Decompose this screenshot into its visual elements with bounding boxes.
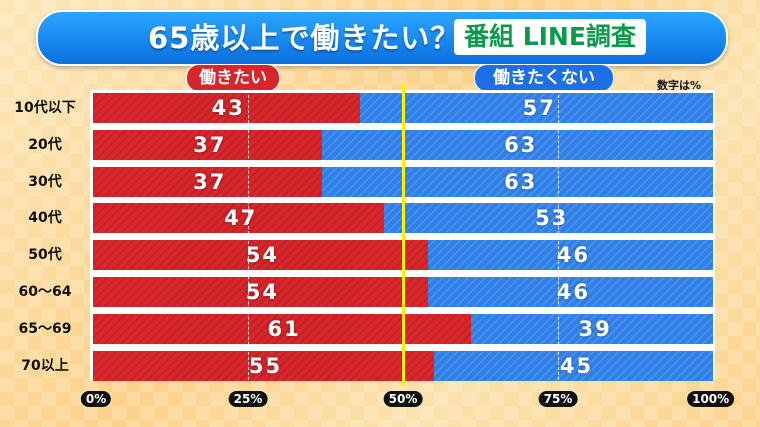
value-label-not-work: 63 [504, 132, 538, 157]
x-tick-label: 100% [687, 391, 735, 407]
x-tick-label: 25% [228, 391, 268, 407]
chart-title: 65歳以上で働きたい？ [148, 21, 461, 55]
value-label-work: 54 [245, 243, 279, 268]
value-label-work: 54 [245, 280, 279, 304]
x-tick-label: 0% [80, 391, 112, 407]
survey-badge: 番組 LINE調査 [454, 19, 646, 55]
gridline [558, 90, 559, 380]
bar-work [93, 313, 472, 344]
bar-work [93, 350, 434, 381]
bar-not-work [471, 313, 713, 344]
bar-work [93, 166, 323, 197]
category-label: 10代以下 [14, 100, 76, 116]
value-label-not-work: 39 [578, 316, 612, 341]
value-label-not-work: 46 [556, 280, 590, 304]
bar-not-work [359, 93, 713, 123]
category-label: 30代 [28, 173, 62, 190]
x-tick-label: 75% [538, 391, 578, 407]
bar-work [93, 93, 360, 123]
bar-not-work [322, 129, 713, 160]
legend-not-work: 働きたくない [474, 64, 614, 92]
value-label-not-work: 45 [559, 353, 594, 378]
bar-work [93, 203, 385, 234]
bar-not-work [427, 277, 713, 307]
category-label: 20代 [28, 136, 62, 153]
bar-work [93, 240, 428, 271]
bar-work [93, 277, 428, 307]
value-label-work: 61 [267, 316, 301, 341]
midline-50 [402, 84, 405, 386]
category-label: 50代 [28, 247, 62, 264]
bar-not-work [384, 203, 713, 234]
category-label: 60〜64 [18, 284, 72, 300]
value-label-work: 43 [211, 96, 245, 120]
bar-not-work [434, 350, 713, 381]
value-label-not-work: 53 [535, 206, 569, 231]
gridline [248, 90, 249, 380]
bar-not-work [427, 240, 713, 271]
value-label-work: 37 [193, 169, 227, 194]
category-label: 40代 [28, 210, 62, 227]
legend-work: 働きたい [186, 64, 280, 92]
category-label: 70以上 [21, 357, 69, 374]
value-label-work: 47 [224, 206, 258, 231]
unit-note: 数字は% [657, 79, 702, 92]
bar-not-work [322, 166, 713, 197]
value-label-not-work: 63 [504, 169, 538, 194]
value-label-work: 55 [248, 353, 283, 378]
x-tick-label: 50% [383, 391, 423, 407]
title-banner: 65歳以上で働きたい？ 番組 LINE調査 [36, 10, 728, 66]
value-label-not-work: 57 [522, 96, 556, 120]
category-label: 65〜69 [18, 320, 72, 337]
value-label-not-work: 46 [556, 243, 590, 268]
bar-work [93, 129, 323, 160]
value-label-work: 37 [193, 132, 227, 157]
